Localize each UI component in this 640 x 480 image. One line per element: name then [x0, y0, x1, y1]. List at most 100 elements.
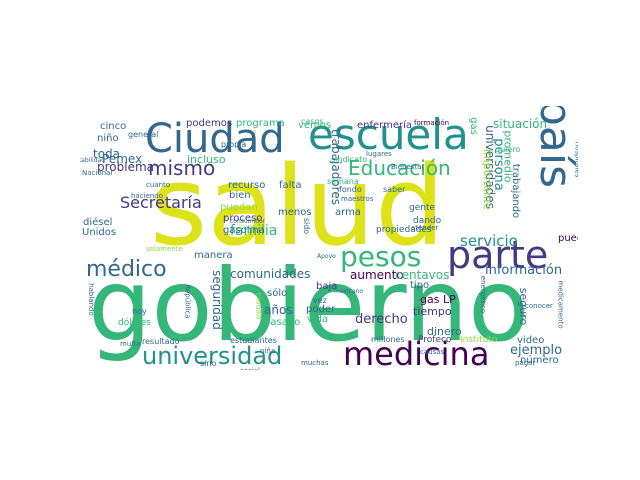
word-84: cuanto	[146, 181, 171, 189]
word-54: Unidos	[82, 227, 117, 238]
word-74: dólares	[118, 318, 151, 328]
word-26: Pemex	[102, 152, 143, 166]
word-112: ciudad	[254, 292, 264, 320]
word-12: Educación	[348, 156, 451, 180]
word-40: pueden	[558, 233, 578, 244]
word-61: sólo	[267, 288, 288, 299]
word-78: sindicato	[331, 155, 368, 164]
word-88: muchas	[301, 359, 329, 367]
word-80: saber	[383, 185, 406, 194]
word-60: tipo	[410, 280, 430, 291]
word-113: niña	[260, 347, 276, 355]
word-18: servicio	[460, 232, 518, 250]
word-45: vemos	[298, 120, 332, 131]
word-64: vida	[307, 314, 329, 325]
word-53: gasolina	[223, 225, 265, 236]
word-67: millones	[371, 335, 405, 344]
word-111: atender	[411, 224, 439, 232]
word-46: niño	[97, 133, 119, 144]
word-56: manera	[194, 250, 233, 261]
word-52: proceso	[223, 213, 263, 224]
word-68: video	[517, 335, 545, 346]
word-51: puedan	[220, 202, 258, 213]
word-92: República	[183, 284, 192, 319]
word-86: formación	[414, 119, 450, 127]
word-102: consumidor	[230, 218, 266, 225]
word-63: poder	[306, 304, 336, 315]
word-25: toda	[93, 147, 121, 161]
word-44: programa	[236, 118, 285, 129]
word-23: ejemplo	[510, 343, 563, 358]
word-9: universidad	[142, 342, 283, 370]
word-28: centavos	[395, 268, 450, 282]
word-cloud: saludgobiernoescuelaCiudadpaíspartepreci…	[80, 106, 578, 370]
word-41: trabajando	[510, 163, 522, 219]
word-100: Nacional	[82, 169, 113, 177]
word-11: médico	[86, 257, 167, 282]
word-91: solamente	[146, 245, 183, 253]
word-15: familia	[230, 223, 278, 239]
word-35: gas LP	[420, 293, 456, 306]
word-110: sido	[302, 217, 312, 235]
word-10: pesos	[340, 240, 422, 273]
word-4: Ciudad	[145, 116, 285, 162]
word-16: comunidades	[230, 267, 311, 281]
word-114: sino	[200, 359, 217, 368]
word-104: energético	[479, 275, 488, 314]
word-96: pagar	[515, 359, 536, 367]
word-101: estabilidad	[80, 157, 105, 164]
word-89: conocer	[525, 302, 553, 310]
word-59: baja	[316, 281, 338, 292]
word-109: semana	[327, 177, 359, 186]
word-50: falta	[279, 180, 302, 191]
word-30: importante	[481, 148, 495, 211]
word-87: causas	[420, 348, 445, 356]
word-94: hablando	[86, 283, 95, 316]
word-32: enfermería	[357, 120, 413, 131]
word-73: hoy	[132, 307, 147, 316]
word-48: recurso	[228, 180, 266, 191]
word-75: resultado	[142, 337, 180, 346]
word-49: bien	[229, 190, 251, 201]
word-66: Profeco	[418, 335, 452, 345]
word-99: Bienestar	[391, 163, 425, 171]
word-34: años	[264, 303, 293, 317]
word-95: medicamento	[556, 280, 565, 329]
word-14: Secretaría	[120, 193, 202, 212]
word-62: pasado	[264, 317, 301, 328]
word-105: hospitales	[573, 141, 578, 178]
word-22: derecho	[355, 312, 408, 327]
word-103: mexicano	[334, 288, 364, 295]
word-2: gobierno	[88, 247, 530, 364]
word-69: Instituto	[460, 335, 498, 345]
word-77: casos	[301, 117, 324, 126]
word-90: social	[240, 368, 260, 371]
word-70: propiedades	[376, 225, 432, 235]
word-39: número	[520, 355, 559, 366]
word-97: maestros	[341, 195, 374, 203]
word-76: estudiantes	[230, 336, 277, 345]
word-37: dinero	[427, 325, 462, 338]
word-36: tiempo	[413, 305, 452, 318]
word-72: dando	[413, 216, 442, 226]
word-1: salud	[150, 142, 445, 270]
word-8: medicina	[343, 335, 490, 370]
word-19: información	[485, 263, 563, 278]
word-6: parte	[447, 233, 549, 277]
word-43: podemos	[186, 118, 233, 129]
word-55: diésel	[83, 217, 113, 228]
word-107: Apoyo	[317, 253, 336, 260]
word-47: incluso	[187, 153, 226, 166]
word-3: escuela	[308, 110, 469, 159]
word-79: fondo	[339, 185, 362, 194]
word-13: mismo	[148, 156, 216, 180]
word-57: menos	[278, 207, 312, 218]
word-65: vez	[313, 296, 327, 305]
word-31: situación	[493, 117, 548, 131]
word-82: propia	[221, 140, 247, 149]
word-27: aumento	[350, 268, 404, 282]
word-24: problema	[97, 160, 155, 174]
word-33: seguridad	[209, 270, 224, 330]
word-71: gente	[409, 203, 436, 213]
word-108: lugares	[366, 150, 392, 158]
